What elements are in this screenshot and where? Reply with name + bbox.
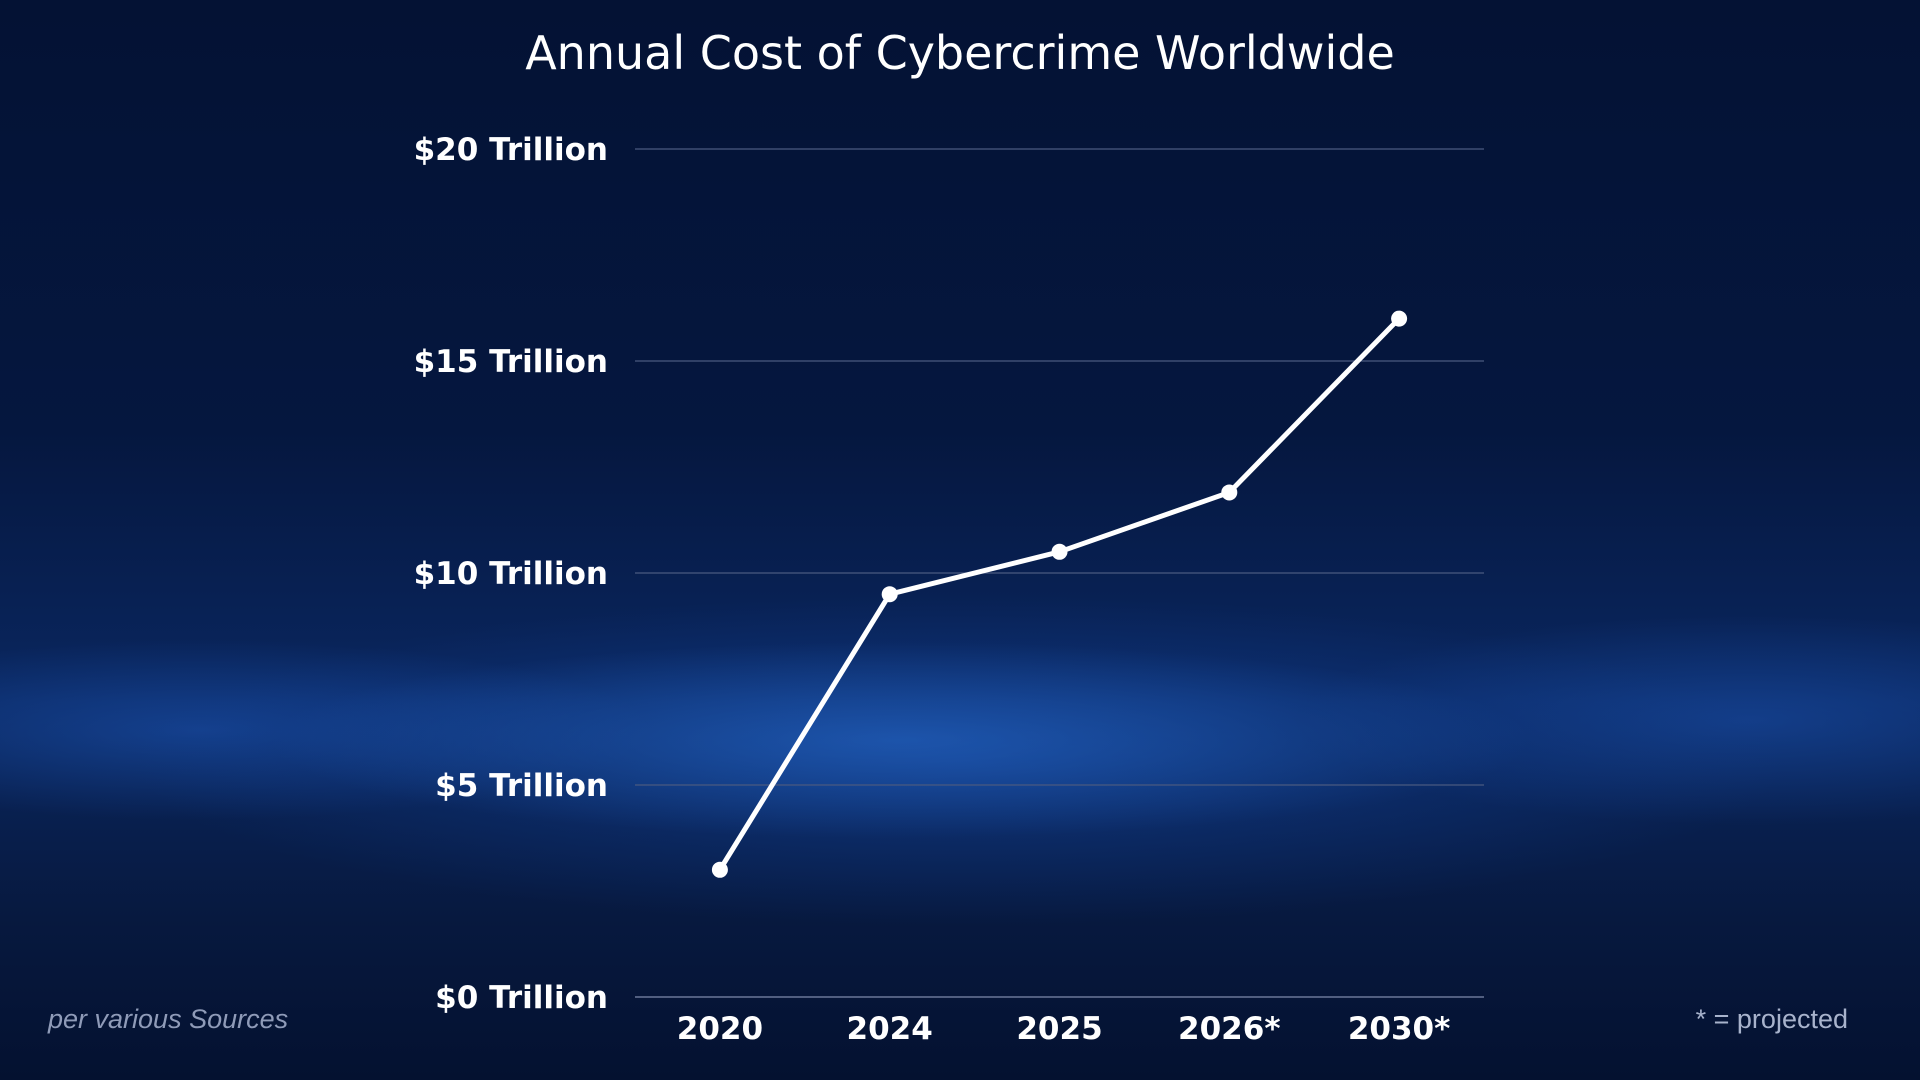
chart-title: Annual Cost of Cybercrime Worldwide [525, 26, 1395, 80]
y-tick-label: $0 Trillion [435, 980, 608, 1016]
data-point [881, 586, 898, 603]
data-point [1391, 310, 1408, 327]
data-point [1051, 543, 1068, 560]
source-note: per various Sources [48, 1004, 289, 1034]
data-point [1221, 484, 1238, 501]
x-tick-label: 2030* [1348, 1011, 1451, 1047]
y-tick-label: $20 Trillion [414, 132, 608, 168]
projected-note: * = projected [1695, 1004, 1848, 1034]
y-tick-label: $15 Trillion [414, 344, 608, 380]
y-tick-label: $5 Trillion [435, 768, 608, 804]
x-tick-label: 2026* [1178, 1011, 1281, 1047]
x-tick-label: 2024 [847, 1011, 933, 1047]
data-point [711, 861, 728, 878]
y-tick-label: $10 Trillion [414, 556, 608, 592]
series-line [717, 316, 1401, 872]
x-tick-label: 2025 [1016, 1011, 1102, 1047]
x-tick-label: 2020 [677, 1011, 763, 1047]
